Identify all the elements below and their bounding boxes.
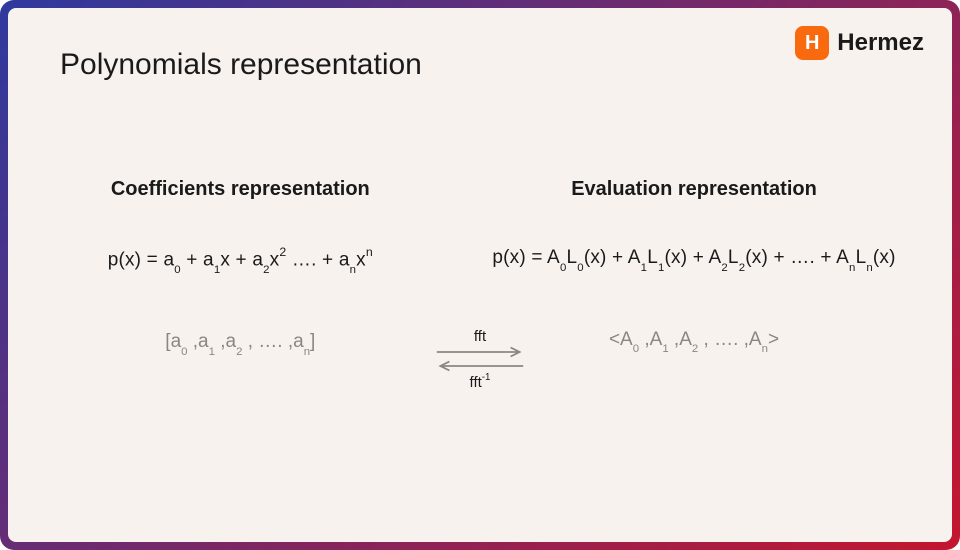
slide-panel: H Hermez Polynomials representation Coef… (8, 8, 952, 542)
slide-frame: H Hermez Polynomials representation Coef… (0, 0, 960, 550)
arrow-right-icon (420, 345, 540, 359)
right-vector: <A0 ,A1 ,A2 , …. ,An> (609, 329, 779, 353)
left-column: Coefficients representation p(x) = a0 + … (52, 178, 429, 355)
arrow-left-icon (420, 359, 540, 373)
left-heading: Coefficients representation (111, 178, 370, 201)
brand-name: Hermez (837, 29, 924, 57)
brand-icon: H (795, 26, 829, 60)
fft-label: fft (420, 328, 540, 345)
right-formula: p(x) = A0L0(x) + A1L1(x) + A2L2(x) + …. … (492, 247, 895, 271)
right-column: Evaluation representation p(x) = A0L0(x)… (480, 178, 908, 355)
right-heading: Evaluation representation (571, 178, 817, 201)
fft-arrows: fft fft-1 (420, 328, 540, 391)
left-formula: p(x) = a0 + a1x + a2x2 …. + anxn (108, 247, 373, 273)
page-title: Polynomials representation (60, 48, 908, 82)
ifft-label: fft-1 (420, 373, 540, 391)
brand: H Hermez (795, 26, 924, 60)
left-vector: [a0 ,a1 ,a2 , …. ,an] (165, 331, 315, 355)
